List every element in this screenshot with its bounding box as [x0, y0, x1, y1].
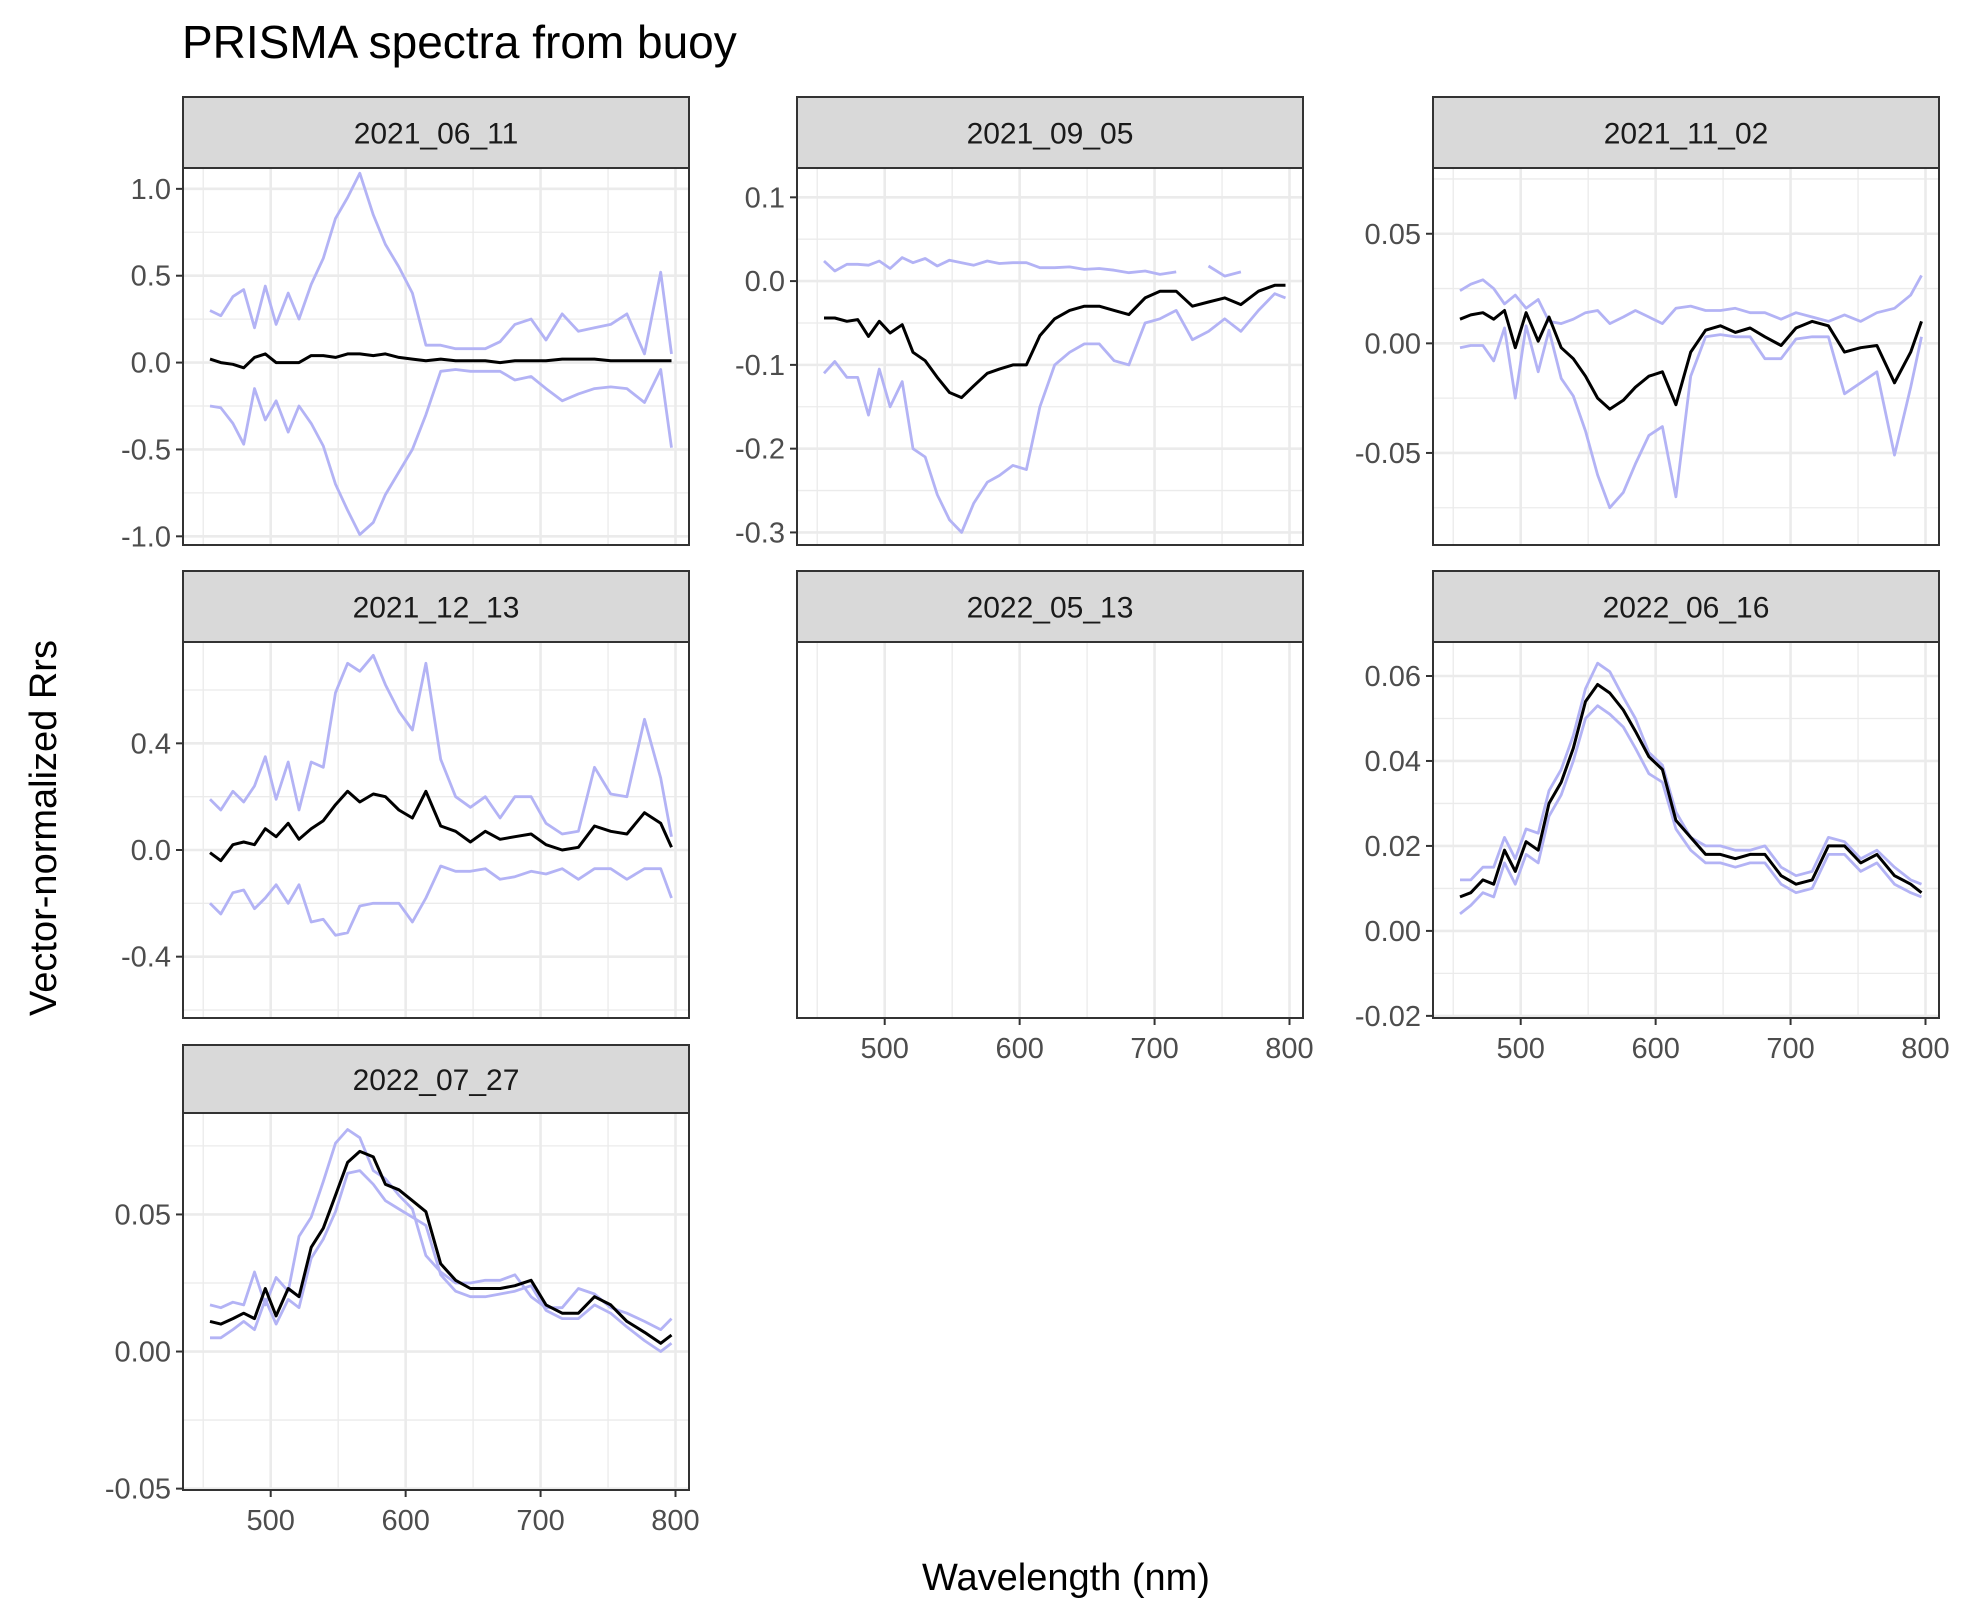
x-tick-label: 800 — [1265, 1033, 1313, 1065]
y-tick-label: 0.05 — [1365, 219, 1421, 251]
facet-strip-label: 2021_06_11 — [354, 118, 519, 151]
chart-title: PRISMA spectra from buoy — [182, 16, 737, 68]
facet-strip — [182, 570, 690, 643]
y-tick-label: -0.05 — [105, 1474, 171, 1506]
y-tick-label: 0.0 — [131, 835, 171, 867]
x-tick-label: 700 — [1766, 1033, 1814, 1065]
mean-spectrum-line — [1459, 683, 1923, 899]
x-tick-label: 800 — [651, 1505, 699, 1537]
facet-strip-label: 2022_05_13 — [967, 592, 1134, 625]
y-tick-label: -0.1 — [735, 350, 785, 382]
facet-strip-label: 2021_11_02 — [1604, 118, 1769, 151]
panel-background — [797, 168, 1303, 545]
facet-panels: 2021_06_11 1.0 0.5 0.0 -0.5 -1.0 2021_09_05 0.1… — [105, 96, 1950, 1537]
upper-bound-line — [823, 256, 1242, 278]
panel-background — [183, 1113, 689, 1490]
mean-spectrum-line — [209, 352, 672, 370]
upper-bound-line — [209, 653, 673, 837]
panel-background — [1433, 168, 1939, 545]
lower-bound-line — [209, 864, 673, 937]
facet-strip — [796, 570, 1304, 643]
panel-2021_12_13: 2021_12_13 0.4 0.0 -0.4 — [121, 570, 690, 1019]
x-tick-label: 500 — [861, 1033, 909, 1065]
facet-strip-label: 2022_06_16 — [1603, 592, 1770, 625]
y-tick-label: -0.02 — [1355, 1001, 1421, 1033]
facet-strip-label: 2021_09_05 — [967, 118, 1134, 151]
y-tick-label: -0.2 — [735, 434, 785, 466]
upper-bound-line — [1460, 661, 1923, 886]
y-tick-label: 0.00 — [1365, 328, 1421, 360]
x-tick-label: 500 — [247, 1505, 295, 1537]
x-tick-label: 800 — [1901, 1033, 1949, 1065]
y-tick-label: 0.00 — [115, 1337, 171, 1369]
facet-strip — [182, 96, 690, 169]
x-tick-label: 600 — [1631, 1033, 1679, 1065]
y-tick-label: 0.00 — [1365, 916, 1421, 948]
y-tick-label: -0.4 — [121, 942, 171, 974]
panel-border — [182, 641, 690, 1019]
facet-strip-label: 2022_07_27 — [353, 1064, 520, 1097]
panel-2022_07_27: 2022_07_27 0.05 0.00 -0.05 500 600 700 800 — [105, 1044, 700, 1537]
panel-border — [1432, 167, 1940, 546]
x-axis-title: Wavelength (nm) — [922, 1557, 1210, 1599]
upper-bound-line — [209, 171, 673, 356]
panel-border — [182, 167, 690, 546]
facet-strip — [1432, 96, 1940, 169]
panel-border — [182, 1112, 690, 1491]
upper-bound-line — [1459, 274, 1923, 325]
facet-strip-label: 2021_12_13 — [353, 592, 520, 625]
mean-spectrum-line — [824, 283, 1286, 400]
panel-border — [796, 641, 1304, 1019]
y-tick-label: 0.06 — [1365, 661, 1421, 693]
x-tick-label: 500 — [1497, 1033, 1545, 1065]
panel-2022_05_13: 2022_05_13 500 600 700 800 — [796, 570, 1314, 1065]
y-tick-label: 0.1 — [745, 182, 785, 214]
y-tick-label: -0.05 — [1355, 438, 1421, 470]
panel-border — [1432, 641, 1940, 1019]
panel-2022_06_16: 2022_06_16 0.06 0.04 0.02 0.00 -0.02 500 600 700… — [1355, 570, 1950, 1065]
y-tick-label: 1.0 — [131, 174, 171, 206]
y-tick-label: 0.04 — [1365, 746, 1421, 778]
mean-spectrum-line — [209, 1149, 673, 1345]
panel-background — [183, 642, 689, 1018]
y-tick-label: 0.5 — [131, 261, 171, 293]
y-tick-label: 0.4 — [131, 728, 171, 760]
facet-strip — [182, 1044, 690, 1114]
x-tick-label: 600 — [995, 1033, 1043, 1065]
lower-bound-line — [1459, 704, 1923, 916]
y-tick-label: 0.0 — [745, 266, 785, 298]
lower-bound-line — [1459, 324, 1923, 510]
x-tick-label: 700 — [1130, 1033, 1178, 1065]
y-tick-label: 0.0 — [131, 348, 171, 380]
y-tick-label: 0.05 — [115, 1199, 171, 1231]
x-tick-label: 600 — [381, 1505, 429, 1537]
panel-background — [797, 642, 1303, 1018]
lower-bound-line — [209, 368, 673, 536]
panel-border — [796, 167, 1304, 546]
panel-2021_09_05: 2021_09_05 0.1 0.0 -0.1 -0.2 -0.3 — [735, 96, 1304, 549]
y-tick-label: -1.0 — [121, 521, 171, 553]
mean-spectrum-line — [209, 789, 673, 863]
panel-2021_06_11: 2021_06_11 1.0 0.5 0.0 -0.5 -1.0 — [121, 96, 690, 553]
y-tick-label: -0.5 — [121, 434, 171, 466]
x-tick-label: 700 — [516, 1505, 564, 1537]
lower-bound-line — [210, 1169, 673, 1353]
lower-bound-line — [822, 292, 1287, 534]
y-tick-label: 0.02 — [1365, 831, 1421, 863]
mean-spectrum-line — [1459, 309, 1923, 411]
y-tick-label: -0.3 — [735, 517, 785, 549]
y-axis-title: Vector-normalized Rrs — [23, 640, 65, 1016]
upper-bound-line — [209, 1128, 673, 1331]
panel-2021_11_02: 2021_11_02 0.05 0.00 -0.05 — [1355, 96, 1940, 546]
